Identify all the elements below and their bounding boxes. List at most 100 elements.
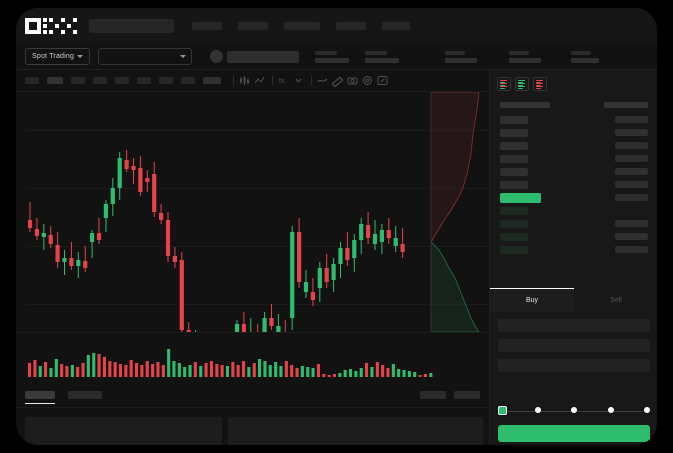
- ask-price: [500, 141, 528, 150]
- order-book-row[interactable]: [490, 204, 657, 217]
- chevron-down-icon[interactable]: [292, 74, 305, 87]
- line-chart-icon[interactable]: [253, 74, 266, 87]
- stat-last-price: [315, 50, 350, 63]
- slider-stop-25[interactable]: [535, 407, 541, 413]
- timeframe-1w[interactable]: [181, 77, 195, 84]
- ask-price: [500, 167, 528, 176]
- nav-item-3[interactable]: [284, 22, 320, 30]
- mark-size: [615, 194, 648, 201]
- ask-price: [500, 180, 528, 189]
- stat-24h-volume: [509, 50, 542, 63]
- ask-size: [615, 142, 648, 149]
- action-hide-other-pairs[interactable]: [420, 391, 446, 399]
- slider-stop-50[interactable]: [571, 407, 577, 413]
- gear-icon[interactable]: [361, 74, 374, 87]
- fullscreen-icon[interactable]: [376, 74, 389, 87]
- search-input[interactable]: [89, 19, 174, 33]
- percent-slider[interactable]: [498, 405, 650, 419]
- bid-price: [500, 232, 528, 241]
- tab-open-orders[interactable]: [25, 391, 55, 404]
- nav-item-1[interactable]: [192, 22, 222, 30]
- ruler-icon[interactable]: [331, 74, 344, 87]
- order-book-row[interactable]: [490, 217, 657, 230]
- slider-stop-75[interactable]: [608, 407, 614, 413]
- timeframe-15m[interactable]: [71, 77, 85, 84]
- camera-icon[interactable]: [346, 74, 359, 87]
- nav-item-5[interactable]: [382, 22, 410, 30]
- candlestick-series: [27, 150, 405, 332]
- order-book-row[interactable]: [490, 126, 657, 139]
- timeframe-1h[interactable]: [115, 77, 129, 84]
- toolbar-divider: [272, 76, 273, 85]
- bid-size: [615, 246, 648, 253]
- pair-avatar: [210, 50, 224, 63]
- ask-price: [500, 115, 528, 124]
- order-type-field[interactable]: [498, 319, 650, 332]
- order-book-row[interactable]: [490, 178, 657, 191]
- chevron-down-icon: [180, 55, 187, 58]
- toolbar-divider: [311, 76, 312, 85]
- chart-toolbar: fx: [16, 70, 489, 92]
- orderbook-layout-toggles: [490, 70, 657, 91]
- svg-text:fx: fx: [279, 78, 285, 85]
- tab-sell[interactable]: Sell: [610, 296, 622, 304]
- timeframe-4h[interactable]: [137, 77, 151, 84]
- amount-field[interactable]: [498, 359, 650, 372]
- order-book-row[interactable]: [490, 165, 657, 178]
- spot-trading-select[interactable]: Spot Trading: [25, 48, 91, 65]
- market-subheader: Spot Trading: [16, 44, 657, 70]
- timeframe-1m[interactable]: [25, 77, 39, 84]
- order-book-row[interactable]: [490, 230, 657, 243]
- slider-stop-100[interactable]: [644, 407, 650, 413]
- orderbook-combined-icon[interactable]: [497, 77, 511, 91]
- mark-price: [500, 192, 541, 203]
- nav-item-2[interactable]: [238, 22, 268, 30]
- buy-sell-tabs: Buy Sell: [490, 288, 657, 312]
- order-book-row[interactable]: [490, 139, 657, 152]
- price-chart[interactable]: [16, 92, 489, 332]
- bid-size: [615, 220, 648, 227]
- pair-name: [227, 50, 300, 63]
- order-book-row[interactable]: [490, 152, 657, 165]
- panel-orders[interactable]: [227, 417, 483, 445]
- trading-pair-select[interactable]: [98, 48, 193, 65]
- panel-positions[interactable]: [25, 417, 222, 445]
- indicators-icon[interactable]: fx: [277, 74, 290, 87]
- slider-handle[interactable]: [498, 406, 507, 415]
- bid-price: [500, 206, 528, 215]
- spot-trading-label: Spot Trading: [32, 53, 75, 60]
- order-form: [490, 312, 657, 402]
- okx-logo-x: [61, 18, 77, 34]
- bid-size: [615, 233, 648, 240]
- timeframe-1mo[interactable]: [203, 77, 221, 84]
- okx-logo[interactable]: [25, 18, 77, 34]
- orderbook-asks-icon[interactable]: [533, 77, 547, 91]
- tab-buy[interactable]: Buy: [490, 288, 574, 312]
- timeframe-1d[interactable]: [159, 77, 173, 84]
- action-cancel-all[interactable]: [454, 391, 480, 399]
- timeframe-5m[interactable]: [47, 77, 63, 84]
- bottom-panels: [16, 408, 489, 445]
- top-navigation-bar: [16, 8, 657, 44]
- price-field[interactable]: [498, 339, 650, 352]
- order-book[interactable]: [490, 98, 657, 290]
- order-book-row[interactable]: [490, 113, 657, 126]
- orderbook-bids-icon[interactable]: [515, 77, 529, 91]
- drawing-tools-icon[interactable]: [316, 74, 329, 87]
- ask-price: [500, 128, 528, 137]
- order-book-row[interactable]: [490, 243, 657, 256]
- bottom-tab-bar: [16, 386, 489, 408]
- submit-order-button[interactable]: [498, 425, 650, 442]
- stat-24h-turnover: [571, 50, 600, 63]
- stat-24h-change: [365, 50, 400, 63]
- toolbar-divider: [233, 76, 234, 85]
- trade-side-panel: Buy Sell: [489, 70, 657, 445]
- ask-size: [615, 168, 648, 175]
- app-screen: Spot Trading: [16, 8, 657, 445]
- candlestick-chart-icon[interactable]: [238, 74, 251, 87]
- timeframe-30m[interactable]: [93, 77, 107, 84]
- tab-order-history[interactable]: [68, 391, 102, 399]
- ask-size: [615, 181, 648, 188]
- order-book-mark-row: [490, 191, 657, 204]
- nav-item-4[interactable]: [336, 22, 366, 30]
